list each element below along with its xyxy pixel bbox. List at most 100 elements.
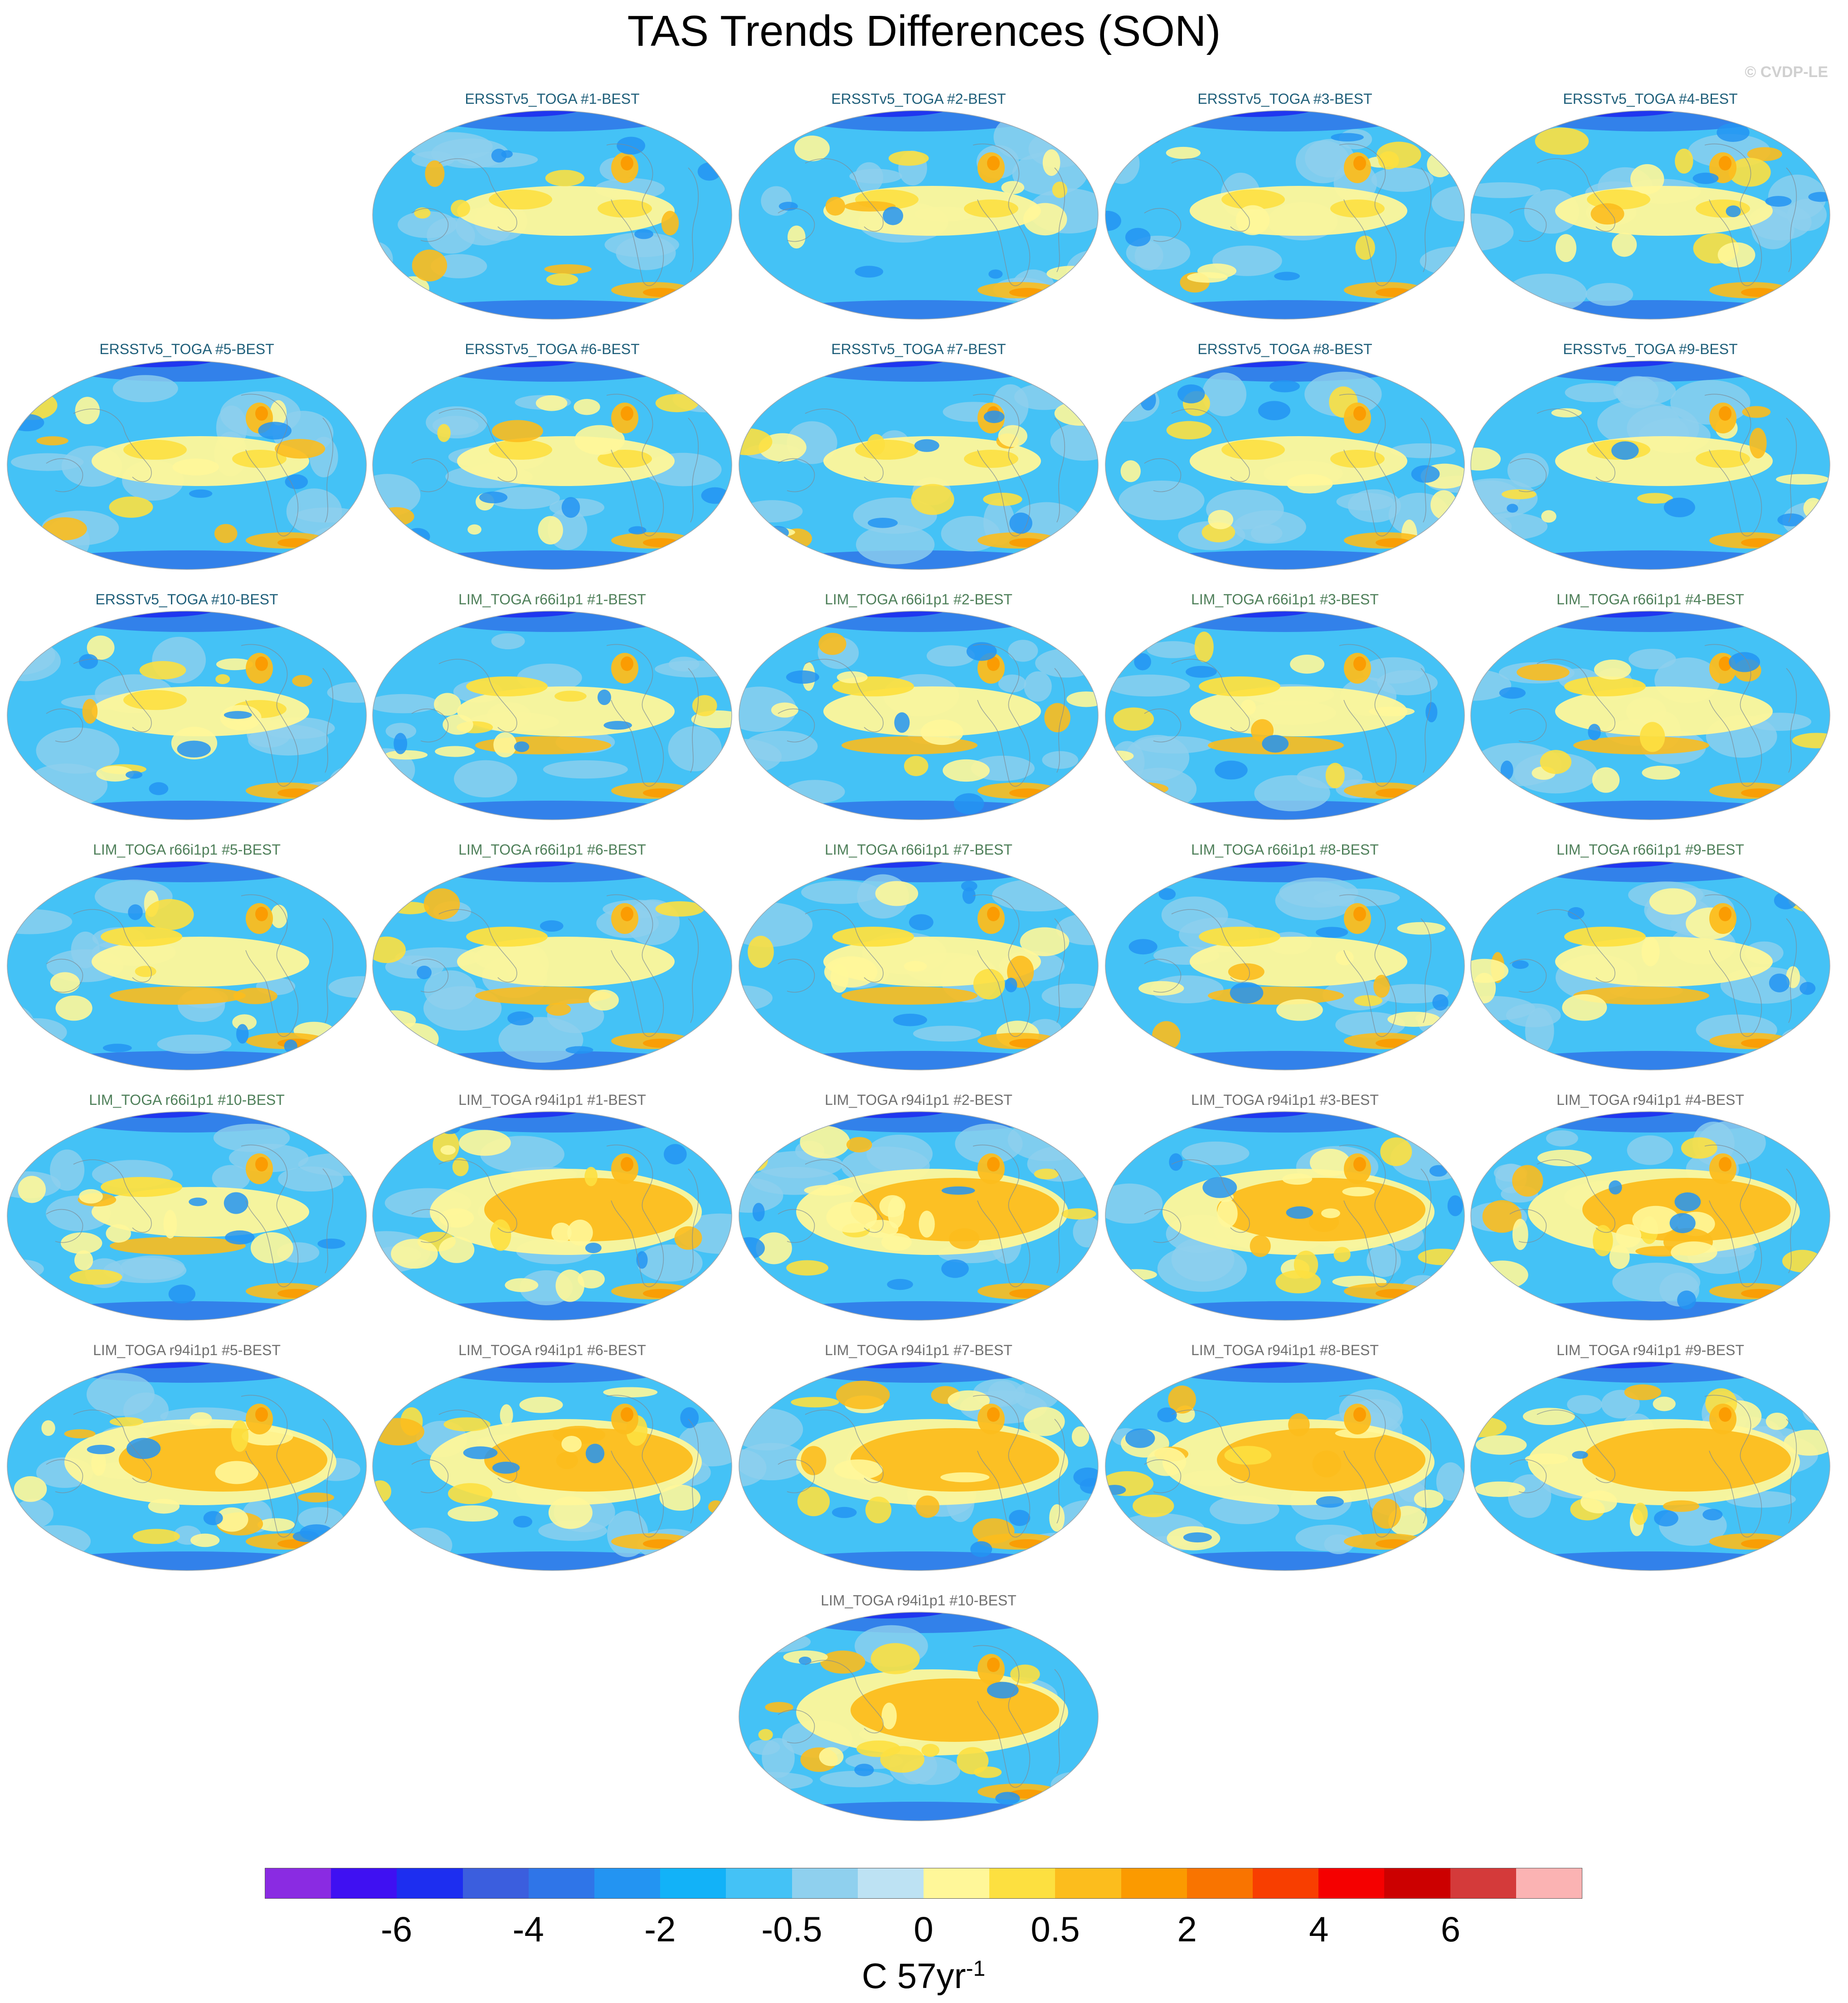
field-patch — [14, 1476, 47, 1502]
field-patch — [1611, 441, 1639, 460]
field-patch — [788, 225, 806, 249]
tropical-anomaly — [466, 676, 548, 696]
field-patch — [1414, 1489, 1444, 1508]
globe-map — [7, 861, 367, 1070]
field-patch — [1105, 1485, 1126, 1495]
regional-anomaly — [987, 907, 1000, 921]
tropical-anomaly — [489, 440, 552, 460]
colorbar-box — [1055, 1868, 1121, 1898]
tropical-anomaly — [1221, 190, 1285, 209]
map-panel: LIM_TOGA r94i1p1 #1-BEST — [371, 1090, 734, 1326]
field-patch — [543, 760, 628, 779]
field-patch — [1224, 1446, 1272, 1465]
field-patch — [1371, 167, 1434, 192]
field-patch — [844, 201, 896, 212]
globe-outline — [739, 360, 1099, 570]
field-patch — [739, 287, 754, 299]
map-panel: ERSSTv5_TOGA #7-BEST — [737, 339, 1100, 575]
tropical-anomaly — [841, 987, 977, 1005]
globe-map — [7, 360, 367, 570]
coastline — [46, 1144, 334, 1288]
map-panel: LIM_TOGA r66i1p1 #8-BEST — [1104, 840, 1466, 1075]
field-patch — [42, 517, 87, 540]
field-patch — [258, 422, 292, 440]
field-patch — [1627, 1135, 1673, 1165]
field-patch — [756, 1232, 792, 1264]
coastline — [411, 394, 699, 537]
map-panel-grid: ERSSTv5_TOGA #1-BEST ERSSTv5_TOGA #2-BEST… — [5, 89, 1832, 1821]
colorbar-box — [265, 1868, 331, 1898]
polar-anomaly — [380, 801, 725, 820]
field-patch — [18, 1176, 46, 1203]
field-patch — [801, 880, 881, 904]
field-patch — [1653, 1396, 1676, 1411]
field-patch — [1372, 1498, 1401, 1529]
map-panel: ERSSTv5_TOGA #10-BEST — [5, 589, 368, 825]
globe-outline — [739, 110, 1099, 320]
field-patch — [490, 1219, 511, 1251]
field-patch — [1609, 1245, 1630, 1269]
field-patch — [1157, 1407, 1177, 1423]
field-patch — [435, 746, 475, 757]
field-patch — [956, 1747, 989, 1775]
field-patch — [493, 732, 517, 758]
field-patch — [1649, 888, 1697, 915]
field-patch — [112, 375, 178, 403]
field-patch — [920, 720, 964, 745]
field-patch — [1152, 1021, 1181, 1051]
polar-anomaly — [15, 1051, 359, 1070]
field-patch — [962, 887, 976, 904]
field-patch — [1541, 510, 1556, 523]
coastline — [1509, 894, 1797, 1037]
tropical-anomaly — [119, 1428, 327, 1492]
field-patch — [1269, 380, 1300, 393]
field-patch — [739, 428, 773, 456]
globe-outline — [1105, 110, 1465, 320]
field-patch — [1692, 172, 1719, 184]
field-patch — [545, 1002, 571, 1016]
field-patch — [836, 1381, 890, 1410]
field-patch — [1367, 1245, 1401, 1277]
regional-anomaly — [1376, 788, 1412, 797]
field-patch — [744, 731, 818, 762]
field-patch — [82, 699, 98, 724]
globe-outline — [1470, 360, 1830, 570]
colorbar-tick-label: 2 — [1177, 1909, 1197, 1949]
tropical-anomaly — [855, 440, 919, 460]
field-patch — [556, 1452, 578, 1469]
panel-title: LIM_TOGA r94i1p1 #6-BEST — [458, 1342, 646, 1358]
globe-map — [1105, 611, 1465, 820]
field-patch — [797, 1487, 830, 1517]
map-panel: LIM_TOGA r94i1p1 #3-BEST — [1104, 1090, 1466, 1326]
globe-map — [1470, 360, 1830, 570]
field-patch — [765, 1702, 793, 1713]
field-patch — [801, 1446, 827, 1475]
field-patch — [1572, 1451, 1588, 1459]
map-panel: LIM_TOGA r94i1p1 #9-BEST — [1469, 1340, 1832, 1576]
globe-outline — [1470, 611, 1830, 820]
map-panel: ERSSTv5_TOGA #3-BEST — [1104, 89, 1466, 325]
field-patch — [451, 199, 470, 217]
panel-title: LIM_TOGA r66i1p1 #10-BEST — [89, 1092, 285, 1108]
field-patch — [385, 723, 417, 739]
field-patch — [854, 1764, 874, 1776]
field-patch — [69, 1269, 122, 1285]
field-patch — [225, 1230, 255, 1245]
globe-map — [1470, 1111, 1830, 1321]
field-patch — [697, 162, 721, 181]
field-patch — [1726, 205, 1741, 217]
field-patch — [1295, 140, 1350, 184]
field-patch — [588, 989, 619, 1011]
field-patch — [1250, 524, 1283, 542]
field-patch — [1765, 1412, 1789, 1430]
tropical-anomaly — [466, 927, 548, 947]
regional-anomaly — [987, 1658, 1000, 1672]
field-patch — [919, 1211, 935, 1238]
tropical-anomaly — [964, 450, 1018, 468]
field-patch — [1052, 181, 1068, 198]
tropical-anomaly — [110, 987, 246, 1005]
polar-anomaly — [1478, 801, 1823, 820]
field-patch — [1008, 640, 1038, 662]
field-patch — [1669, 1213, 1696, 1233]
globe-map — [1105, 1111, 1465, 1321]
